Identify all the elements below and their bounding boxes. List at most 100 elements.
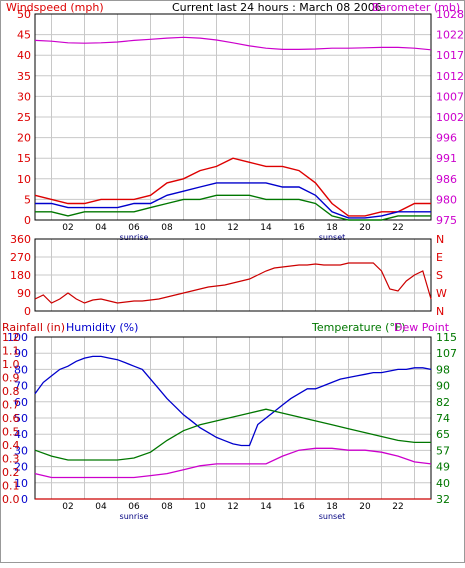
left-tick-label: 50: [14, 412, 28, 425]
x-tick-label: 20: [359, 223, 371, 233]
series-line: [34, 447, 432, 479]
x-tick-label: 10: [194, 502, 206, 512]
panel1-x-ticks: 02 04 06 08 10 12 14 16 18 20 22 sunrise sunset: [62, 223, 403, 242]
humidity-axis-title: Humidity (%): [66, 321, 138, 334]
left-tick-label: 0: [24, 214, 31, 227]
x-tick-label: 14: [260, 502, 272, 512]
left-tick-label: 40: [17, 49, 31, 62]
right-tick-label: 32: [436, 493, 450, 506]
series-line: [34, 157, 431, 217]
x-tick-label: 04: [95, 502, 107, 512]
left-tick-label: 25: [17, 111, 31, 124]
left-tick-label: 20: [14, 461, 28, 474]
rainfall-tick-label: 0.7: [2, 399, 20, 412]
x-tick-label: 02: [62, 502, 73, 512]
rainfall-tick-label: 0.6: [2, 412, 20, 425]
rainfall-tick-label: 0.3: [2, 453, 20, 466]
panel3-left-ticks: 0 10 20 30 40 50 60 70 80 90 100 0.00.10.20.30.40.5…: [2, 331, 28, 506]
x-annotation: sunset: [319, 233, 346, 242]
panel1-right-ticks: 975 980 986 991 996 1002 1007 1012 1017 1022 1028: [436, 8, 464, 227]
panel2-left-ticks: 0 90 180 270 360: [10, 233, 31, 318]
right-tick-label: 991: [436, 152, 457, 165]
x-tick-label: 02: [62, 223, 73, 233]
left-tick-label: 180: [10, 269, 31, 282]
barometer-axis-title: Barometer (mb): [372, 1, 460, 14]
x-tick-label: 12: [227, 502, 238, 512]
series-line: [34, 36, 432, 51]
rainfall-tick-label: 0.1: [2, 480, 20, 493]
left-tick-label: 60: [14, 396, 28, 409]
left-tick-label: 35: [17, 70, 31, 83]
left-tick-label: 90: [17, 287, 31, 300]
right-tick-label: N: [436, 305, 444, 318]
x-tick-label: 16: [293, 223, 305, 233]
x-tick-label: 16: [293, 502, 305, 512]
right-tick-label: 107: [436, 347, 457, 360]
panel3-right-ticks: 32 40 49 57 65 74 82 90 98 107 115: [436, 331, 457, 506]
rainfall-tick-label: 0.0: [2, 493, 20, 506]
rainfall-axis-title: Rainfall (in): [2, 321, 65, 334]
left-tick-label: 80: [14, 363, 28, 376]
right-tick-label: 986: [436, 173, 457, 186]
right-tick-label: 1017: [436, 49, 464, 62]
x-tick-label: 08: [161, 502, 173, 512]
chart-title: Current last 24 hours : March 08 2006: [172, 1, 382, 14]
right-tick-label: 980: [436, 193, 457, 206]
right-tick-label: 1012: [436, 70, 464, 83]
right-tick-label: 996: [436, 132, 457, 145]
right-tick-label: 98: [436, 363, 450, 376]
series-line: [34, 262, 432, 304]
rainfall-tick-label: 0.9: [2, 372, 20, 385]
panel3-series: [34, 355, 432, 500]
left-tick-label: 10: [14, 477, 28, 490]
panel3-x-ticks: 02 04 06 08 10 12 14 16 18 20 22 sunrise sunset: [62, 502, 403, 521]
windspeed-axis-title: Windspeed (mph): [6, 1, 104, 14]
right-tick-label: N: [436, 233, 444, 246]
x-annotation: sunrise: [120, 512, 149, 521]
x-tick-label: 14: [260, 223, 272, 233]
x-tick-label: 06: [128, 223, 140, 233]
rainfall-tick-label: 1.1: [2, 345, 20, 358]
x-tick-label: 18: [326, 223, 338, 233]
left-tick-label: 30: [17, 90, 31, 103]
rainfall-tick-label: 1.2: [2, 331, 20, 344]
x-tick-label: 18: [326, 502, 338, 512]
left-tick-label: 90: [14, 347, 28, 360]
dewpoint-axis-title: Dew Point: [394, 321, 450, 334]
left-tick-label: 15: [17, 152, 31, 165]
left-tick-label: 40: [14, 428, 28, 441]
series-line: [34, 355, 432, 447]
x-tick-label: 22: [392, 223, 403, 233]
right-tick-label: 1007: [436, 90, 464, 103]
x-annotation: sunrise: [120, 233, 149, 242]
left-tick-label: 0: [21, 493, 28, 506]
temperature-axis-title: Temperature (°F): [311, 321, 406, 334]
right-tick-label: 1028: [436, 8, 464, 21]
x-annotation: sunset: [319, 512, 346, 521]
panel2-plot-area: [34, 238, 432, 312]
right-tick-label: 82: [436, 396, 450, 409]
x-tick-label: 22: [392, 502, 403, 512]
panel1-plot-area: [34, 13, 432, 221]
right-tick-label: 975: [436, 214, 457, 227]
left-tick-label: 20: [17, 132, 31, 145]
left-tick-label: 270: [10, 251, 31, 264]
panel2-series: [34, 262, 432, 304]
x-tick-label: 06: [128, 502, 140, 512]
left-tick-label: 10: [17, 173, 31, 186]
panel2-grid: [35, 239, 431, 311]
rainfall-tick-label: 0.2: [2, 466, 20, 479]
left-tick-label: 0: [24, 305, 31, 318]
x-tick-label: 10: [194, 223, 206, 233]
right-tick-label: 1002: [436, 111, 464, 124]
x-tick-label: 12: [227, 223, 238, 233]
rainfall-tick-label: 0.5: [2, 426, 20, 439]
panel1-left-ticks: 0 5 10 15 20 25 30 35 40 45 50: [17, 8, 31, 227]
x-tick-label: 08: [161, 223, 173, 233]
left-tick-label: 100: [7, 331, 28, 344]
right-tick-label: 90: [436, 380, 450, 393]
